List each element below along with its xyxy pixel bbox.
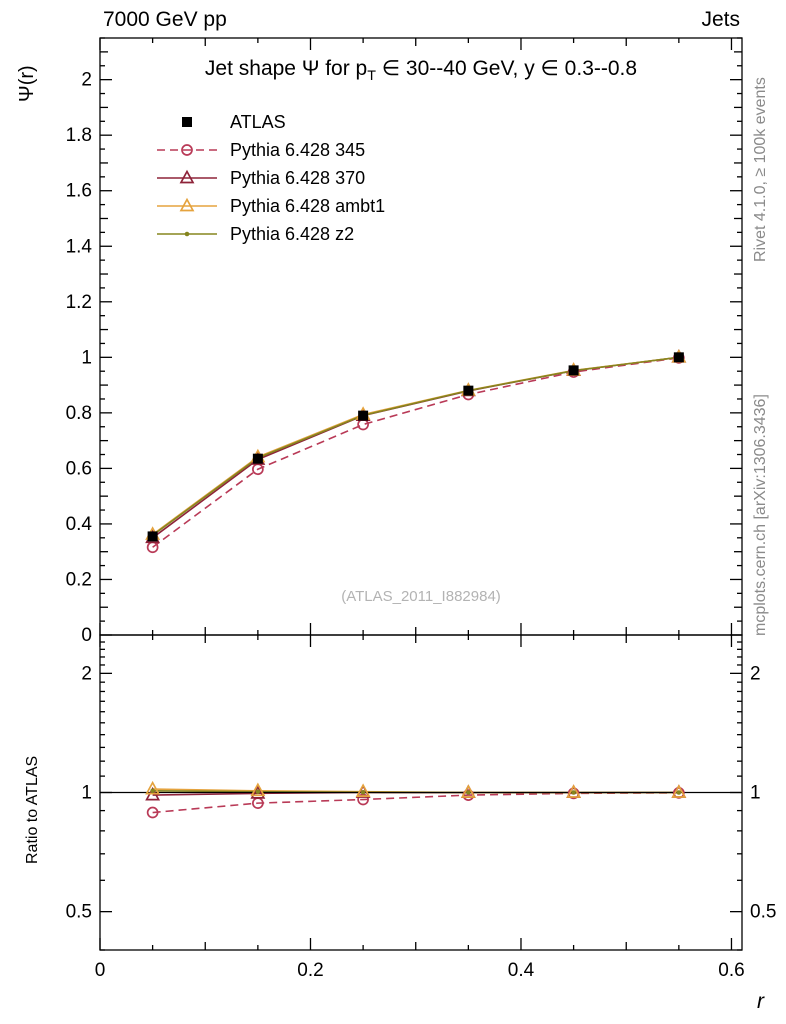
marker-square <box>358 410 369 421</box>
main-frame <box>99 37 743 636</box>
ratio-ytick-label: 0.5 <box>66 902 92 923</box>
marker-square <box>673 352 684 363</box>
main-ytick-label: 1.6 <box>66 181 92 202</box>
legend: ATLAS Pythia 6.428 345 Pythia 6.428 370 Pyt… <box>157 112 385 244</box>
main-ytick-label: 1.2 <box>66 292 92 313</box>
marker-square <box>568 365 579 376</box>
marker-triangle <box>671 784 687 798</box>
series-line <box>152 356 679 539</box>
marker-circle <box>181 144 193 156</box>
marker-triangle <box>250 782 266 797</box>
xtick-label: 0.6 <box>718 960 744 981</box>
marker-dot <box>466 790 471 795</box>
plot-title-post: ∈ 30--40 GeV, y ∈ 0.3--0.8 <box>375 57 638 80</box>
marker-dot <box>255 789 261 794</box>
marker-triangle <box>145 780 161 795</box>
main-ytick-label: 2 <box>81 70 92 91</box>
plot-title: Jet shape Ψ for pT ∈ 30--40 GeV, y ∈ 0.3… <box>100 56 742 84</box>
marker-square <box>463 385 474 396</box>
ratio-line <box>152 792 679 814</box>
plot-title-sub: T <box>367 68 376 85</box>
series <box>100 349 742 819</box>
main-ytick-label: 0 <box>81 625 92 646</box>
rivet-version-caption: Rivet 4.1.0, ≥ 100k events <box>752 77 769 262</box>
header-analysis-group: Jets <box>701 8 740 31</box>
marker-dot <box>571 790 576 795</box>
plot-title-pre: Jet shape Ψ for p <box>204 57 368 80</box>
legend-label: Pythia 6.428 370 <box>230 168 365 188</box>
marker-triangle <box>566 784 582 798</box>
marker-circle <box>357 418 369 431</box>
main-ytick-label: 0.4 <box>66 514 93 535</box>
main-ytick-label: 0.8 <box>66 403 92 424</box>
xtick-label: 0 <box>95 960 106 981</box>
x-axis-label: r <box>757 990 764 1013</box>
series-line <box>152 357 679 548</box>
ratio-ytick-label: 1 <box>81 783 92 804</box>
main-ytick-label: 1.4 <box>66 236 93 257</box>
ratio-ytick-label: 0.5 <box>750 902 776 923</box>
marker-triangle <box>355 783 371 797</box>
ratio-ytick-label: 2 <box>750 663 761 684</box>
marker-circle <box>146 806 159 819</box>
marker-triangle <box>460 784 476 798</box>
legend-label: Pythia 6.428 ambt1 <box>230 196 385 216</box>
marker-triangle <box>179 197 195 212</box>
axes <box>99 37 743 951</box>
marker-circle <box>567 787 580 800</box>
series-line <box>152 356 679 536</box>
marker-triangle <box>179 169 195 184</box>
ratio-y-axis-label: Ratio to ATLAS <box>24 755 41 864</box>
marker-triangle <box>250 785 266 799</box>
ratio-ytick-label: 1 <box>750 783 761 804</box>
legend-label: Pythia 6.428 345 <box>230 140 365 160</box>
ratio-ytick-label: 2 <box>81 663 92 684</box>
marker-dot <box>676 790 682 795</box>
xtick-label: 0.4 <box>508 960 535 981</box>
analysis-id-watermark: (ATLAS_2011_I882984) <box>341 588 501 605</box>
marker-square <box>182 117 192 127</box>
marker-dot <box>360 790 366 795</box>
marker-square <box>147 531 158 542</box>
main-y-axis-label: Ψ(r) <box>16 65 38 102</box>
series-line <box>152 356 679 536</box>
main-ytick-label: 0.6 <box>66 458 92 479</box>
legend-label: ATLAS <box>230 112 286 132</box>
legend-label: Pythia 6.428 z2 <box>230 224 354 244</box>
main-ytick-label: 0.2 <box>66 569 92 590</box>
xtick-label: 0.2 <box>297 960 323 981</box>
marker-square <box>252 453 263 464</box>
main-ytick-label: 1.8 <box>66 125 92 146</box>
marker-dot <box>184 231 190 237</box>
marker-dot <box>150 788 155 794</box>
tick-labels: 0 0.2 0.4 0.6 0.8 1 1.2 1.4 1.6 1.8 2 0 0.2 0.4 0.6 0.5… <box>66 70 777 981</box>
main-ytick-label: 1 <box>81 347 92 368</box>
mcplots-arxiv-caption: mcplots.cern.ch [arXiv:1306.3436] <box>752 394 769 636</box>
header-beam-info: 7000 GeV pp <box>103 8 227 31</box>
